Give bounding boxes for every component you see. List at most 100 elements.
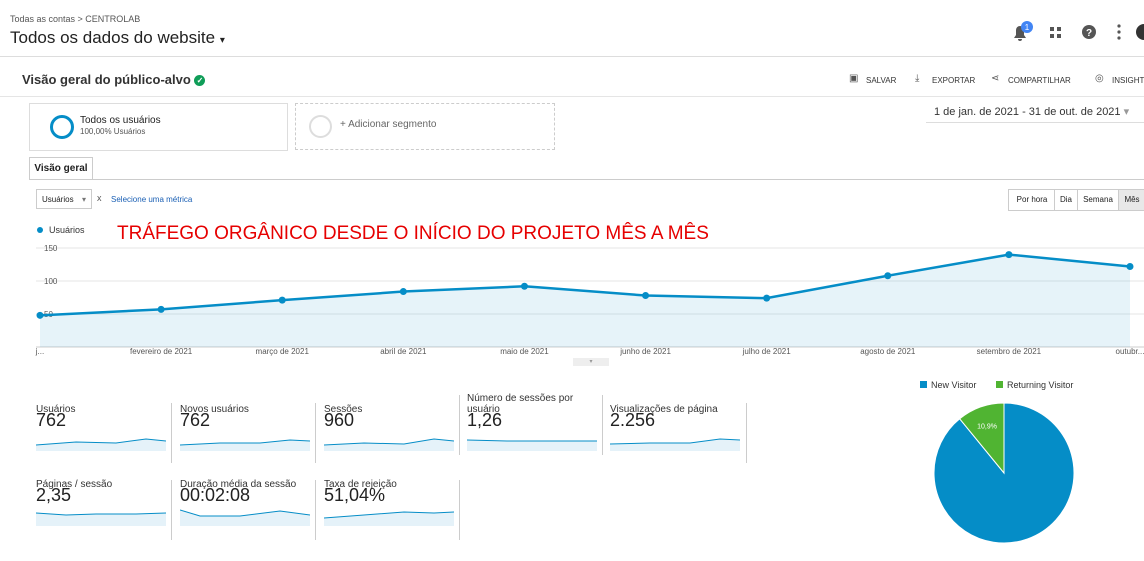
date-range[interactable]: 1 de jan. de 2021 - 31 de out. de 2021 ▾ — [934, 106, 1130, 118]
metric-label: Número de sessões por usuário — [467, 393, 574, 415]
pie-slice — [933, 402, 1075, 544]
help-icon[interactable] — [1082, 25, 1096, 39]
action-icon[interactable]: ⋖ — [991, 73, 1000, 84]
metric-label: Páginas / sessão — [36, 479, 113, 490]
granularity-button[interactable]: Por hora — [1008, 189, 1056, 211]
action-button[interactable]: SALVAR — [866, 76, 897, 85]
data-point — [157, 305, 165, 313]
notification-badge — [1021, 21, 1033, 33]
action-icon[interactable]: ▣ — [849, 73, 859, 84]
card-separator — [171, 403, 172, 463]
data-point — [278, 296, 286, 304]
select-metric-link[interactable]: Selecione uma métrica — [111, 195, 193, 204]
title-divider — [0, 96, 1144, 97]
property-title-text[interactable]: Todos os dados do website — [10, 28, 216, 47]
action-button[interactable]: COMPARTILHAR — [1008, 76, 1071, 85]
sparkline-line — [36, 438, 166, 446]
legend-label: New Visitor — [931, 380, 976, 390]
metric-card: Usuários 762 — [36, 395, 166, 455]
metric-value: 2.256 — [610, 410, 656, 430]
header-divider — [0, 56, 1144, 57]
metric-label: Usuários — [36, 404, 76, 415]
legend-label: Returning Visitor — [1007, 380, 1073, 390]
metric-dropdown-text[interactable]: Usuários — [42, 195, 74, 204]
date-underline — [926, 122, 1144, 123]
card-separator — [459, 480, 460, 540]
segment-detail: 100,00% Usuários — [80, 127, 146, 136]
metric-label: Sessões — [324, 404, 363, 415]
sparkline-area — [36, 513, 166, 526]
granularity-button[interactable]: Mês — [1118, 189, 1144, 211]
sparkline — [324, 438, 454, 451]
pie-value-label: 89,1% — [1072, 511, 1092, 518]
help-glyph: ? — [1086, 28, 1092, 39]
report-title-text: Visão geral do público-alvo — [22, 72, 191, 87]
date-range-text[interactable]: 1 de jan. de 2021 - 31 de out. de 2021 — [934, 106, 1121, 118]
metric-value: 51,04% — [324, 485, 386, 505]
sparkline-line — [180, 439, 310, 446]
action-icon[interactable]: ◎ — [1095, 73, 1104, 84]
metric-card: Novos usuários 762 — [180, 395, 310, 455]
metric-dropdown[interactable]: Usuários ▾ — [36, 189, 92, 209]
sparkline-line — [610, 438, 740, 445]
card-separator — [315, 403, 316, 463]
report-title: Visão geral do público-alvo ✓ — [22, 72, 206, 87]
data-point — [642, 292, 650, 300]
card-separator — [459, 395, 460, 455]
avatar[interactable] — [1136, 24, 1144, 40]
metric-separator: x — [97, 193, 102, 203]
property-title[interactable]: Todos os dados do website ▾ — [10, 28, 225, 47]
x-tick-label: abril de 2021 — [380, 347, 427, 356]
apps-icon[interactable] — [1050, 27, 1061, 38]
sparkline-line — [180, 509, 310, 517]
sparkline — [36, 512, 166, 526]
action-button[interactable]: INSIGHTS — [1112, 76, 1144, 85]
metric-card: Taxa de rejeição 51,04% — [324, 470, 454, 530]
metric-card: Sessões 960 — [324, 395, 454, 455]
action-icon[interactable]: ⤓ — [915, 73, 920, 84]
action-button[interactable]: EXPORTAR — [932, 76, 976, 85]
chart-annotation: TRÁFEGO ORGÂNICO DESDE O INÍCIO DO PROJE… — [117, 222, 709, 244]
x-tick-label: março de 2021 — [256, 347, 310, 356]
x-tick-label: j... — [35, 347, 44, 356]
sparkline-line — [467, 439, 597, 442]
menu-icon[interactable] — [1117, 24, 1121, 40]
data-point — [884, 272, 892, 280]
data-point — [520, 282, 528, 290]
metric-card: Número de sessões por usuário 1,26 — [467, 393, 597, 455]
sparkline — [36, 438, 166, 451]
metric-value: 960 — [324, 410, 355, 430]
sparkline-area — [324, 512, 454, 526]
sparkline — [180, 439, 310, 451]
granularity-button[interactable]: Semana — [1077, 189, 1119, 211]
chart-collapse[interactable]: ▾ — [573, 358, 609, 366]
segment-add[interactable]: + Adicionar segmento — [295, 103, 555, 150]
metric-value: 762 — [36, 410, 67, 430]
x-tick-label: setembro de 2021 — [977, 347, 1042, 356]
x-tick-label: maio de 2021 — [500, 347, 549, 356]
metric-value: 2,35 — [36, 485, 72, 505]
legend-swatch — [920, 381, 927, 388]
y-tick-label: 150 — [44, 244, 58, 253]
y-tick-label: 100 — [44, 277, 58, 286]
tab[interactable]: Visão geral — [29, 157, 93, 180]
card-separator — [315, 480, 316, 540]
data-point — [36, 311, 44, 319]
legend-swatch — [37, 227, 43, 233]
segment-active[interactable]: Todos os usuários 100,00% Usuários — [29, 103, 288, 151]
x-tick-label: julho de 2021 — [742, 347, 792, 356]
sparkline-line — [324, 438, 454, 446]
sparkline — [324, 511, 454, 526]
x-tick-label: fevereiro de 2021 — [130, 347, 193, 356]
breadcrumb[interactable]: Todas as contas > CENTROLAB — [10, 14, 141, 24]
legend-swatch — [996, 381, 1003, 388]
series-area — [40, 254, 1130, 347]
sparkline-area — [180, 440, 310, 451]
metric-card: Visualizações de página 2.256 — [610, 395, 740, 455]
y-tick-label: 50 — [44, 310, 53, 319]
granularity-button[interactable]: Dia — [1054, 189, 1078, 211]
x-tick-label: agosto de 2021 — [860, 347, 916, 356]
segment-ring — [50, 115, 74, 139]
segment-name: Todos os usuários — [80, 115, 161, 126]
